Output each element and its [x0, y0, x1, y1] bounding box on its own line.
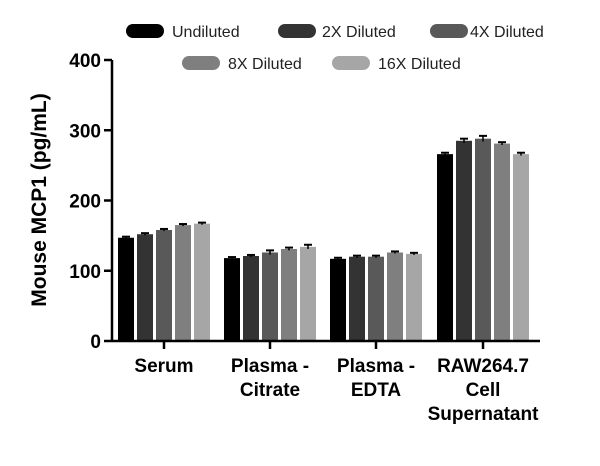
bar	[243, 255, 259, 341]
bar	[368, 256, 384, 341]
bar	[137, 234, 153, 341]
legend-swatch	[332, 56, 370, 70]
legend-swatch	[182, 56, 220, 70]
legend-label: 4X Diluted	[470, 24, 544, 41]
bar	[194, 223, 210, 341]
legend-label: 2X Diluted	[322, 24, 396, 41]
bar	[224, 258, 240, 341]
x-tick-label: Plasma -EDTA	[337, 356, 415, 401]
legend-swatch	[278, 24, 316, 38]
bars-layer	[118, 134, 529, 341]
legend-swatch	[430, 24, 468, 38]
bar	[262, 252, 278, 341]
y-tick-label: 300	[69, 121, 101, 142]
y-tick-label: 400	[69, 51, 101, 72]
axes-layer: 0 100 200 300 400 Serum Plasma -Citrate Plasma …	[69, 51, 540, 425]
bar	[437, 154, 453, 341]
y-tick-label: 0	[90, 332, 101, 353]
bar	[175, 225, 191, 341]
bar	[330, 258, 346, 341]
legend-label: 16X Diluted	[378, 56, 461, 73]
bar	[475, 138, 491, 341]
legend-label: Undiluted	[172, 24, 240, 41]
legend-swatch	[126, 24, 164, 38]
x-tick-label: Serum	[134, 356, 193, 377]
bar	[456, 140, 472, 341]
x-tick-label: Plasma -Citrate	[231, 356, 309, 401]
bar	[387, 252, 403, 341]
bar	[406, 253, 422, 341]
bar	[156, 230, 172, 341]
y-tick-label: 200	[69, 192, 101, 213]
bar	[349, 256, 365, 341]
bar	[300, 246, 316, 341]
bar	[118, 237, 134, 341]
legend-label: 8X Diluted	[228, 56, 302, 73]
y-tick-label: 100	[69, 262, 101, 283]
bar	[494, 143, 510, 341]
bar	[281, 248, 297, 341]
x-tick-label: RAW264.7 Cell Supernatant	[428, 356, 540, 425]
bar	[513, 154, 529, 341]
y-axis-label: Mouse MCP1 (pg/mL)	[28, 93, 51, 307]
chart-legend: Undiluted 2X Diluted 4X Diluted 8X Diluted 1…	[126, 24, 544, 73]
